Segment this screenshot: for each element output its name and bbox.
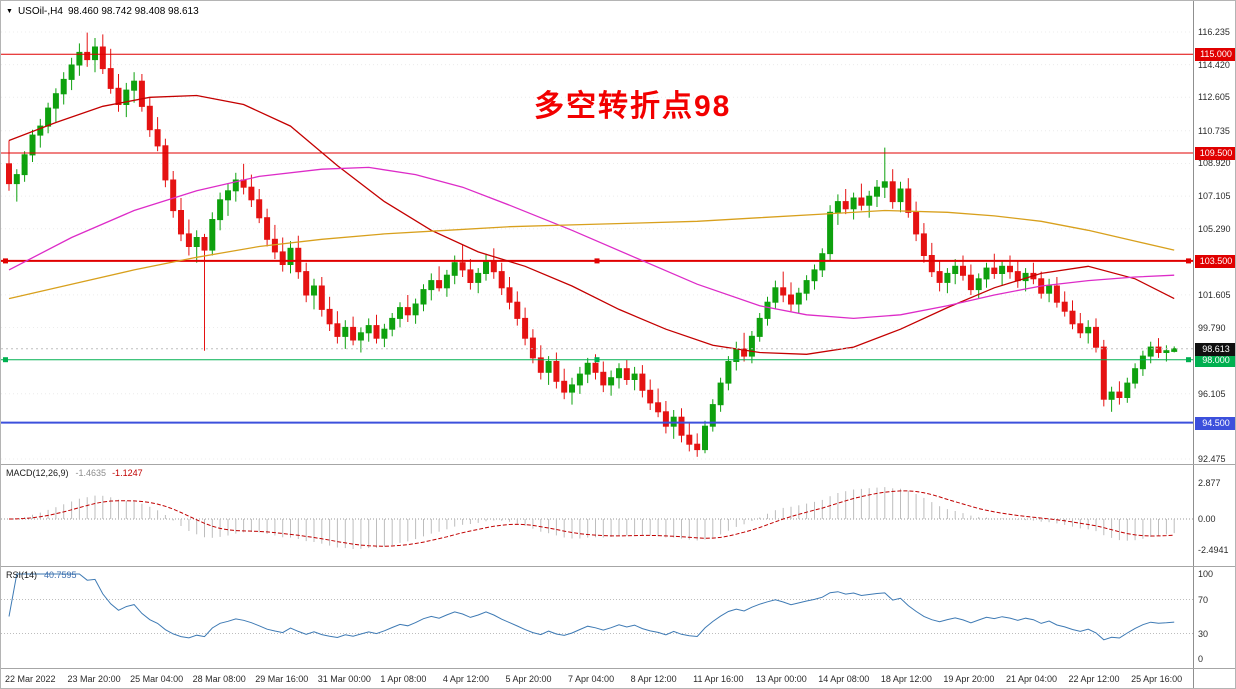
current-price-badge: 98.613 [1195, 342, 1235, 356]
ma-mid-line [8, 166, 1175, 320]
rsi-scale-label: 100 [1198, 569, 1214, 579]
level-price-badge: 103.500 [1195, 254, 1235, 268]
time-label: 31 Mar 00:00 [317, 674, 371, 684]
rsi-scale-label: 0 [1198, 654, 1204, 664]
rsi-scale-label: 70 [1198, 594, 1209, 605]
time-label: 22 Apr 12:00 [1068, 674, 1120, 684]
time-label: 5 Apr 20:00 [505, 674, 552, 684]
level-handle[interactable] [1186, 258, 1191, 264]
price-tick-label: 108.920 [1198, 158, 1231, 169]
ma-fast-line [8, 94, 1175, 355]
level-handle[interactable] [3, 357, 8, 363]
time-label: 7 Apr 04:00 [568, 674, 615, 684]
time-label: 28 Mar 08:00 [192, 674, 246, 684]
price-chart-canvas[interactable] [1, 1, 1193, 464]
price-tick-label: 110.735 [1198, 125, 1230, 136]
price-tick-label: 112.605 [1198, 92, 1230, 103]
macd-histogram [16, 487, 1175, 549]
panel-separator[interactable] [1, 566, 1235, 567]
time-label: 25 Apr 16:00 [1131, 674, 1183, 684]
rsi-name: RSI(14) [6, 570, 38, 580]
macd-scale-label: 2.877 [1198, 478, 1221, 489]
rsi-panel-canvas[interactable] [1, 566, 1193, 668]
ohlc-readout: 98.460 98.742 98.408 98.613 [67, 6, 199, 17]
time-label: 8 Apr 12:00 [630, 674, 677, 684]
rsi-scale-label: 30 [1198, 628, 1209, 639]
macd-scale-label: -2.4941 [1198, 545, 1229, 556]
price-tick-label: 107.105 [1198, 191, 1231, 202]
level-handle[interactable] [3, 258, 8, 264]
time-axis[interactable]: 22 Mar 2022 23 Mar 20:00 25 Mar 04:00 28 Ma… [1, 668, 1193, 688]
time-label: 4 Apr 12:00 [442, 674, 489, 684]
macd-main-value: -1.4635 [75, 468, 107, 478]
time-label: 1 Apr 08:00 [380, 674, 427, 684]
panel-separator[interactable] [1, 464, 1235, 465]
chart-expand-icon[interactable]: ▼ [6, 8, 13, 15]
chart-annotation-text[interactable]: 多空转折点98 [534, 90, 732, 123]
time-label: 22 Mar 2022 [5, 674, 56, 684]
time-label: 13 Apr 00:00 [755, 674, 807, 684]
panel-separator [1, 668, 1235, 669]
rsi-value: 40.7595 [44, 570, 77, 580]
time-label: 11 Apr 16:00 [693, 674, 744, 684]
price-scale[interactable]: 116.235 114.420 112.605 110.735 108.920 107.1… [1193, 1, 1235, 688]
time-label: 23 Mar 20:00 [67, 674, 121, 684]
price-tick-label: 116.235 [1198, 27, 1230, 37]
macd-signal-value: -1.1247 [112, 468, 143, 478]
time-label: 21 Apr 04:00 [1005, 674, 1057, 684]
level-handle[interactable] [1186, 357, 1191, 363]
level-price-badge: 94.500 [1195, 416, 1235, 430]
time-label: 14 Apr 08:00 [818, 674, 870, 684]
rsi-line [8, 573, 1175, 641]
macd-indicator-label: MACD(12,26,9) -1.4635 -1.1247 [6, 468, 143, 478]
macd-panel-canvas[interactable] [1, 464, 1193, 566]
price-tick-label: 96.105 [1198, 388, 1226, 399]
time-label: 29 Mar 16:00 [255, 674, 309, 684]
symbol-info-bar: ▼ USOil-,H4 98.460 98.742 98.408 98.613 [6, 6, 199, 17]
ma-slow-line [8, 209, 1175, 300]
level-price-badge: 109.500 [1195, 147, 1235, 161]
symbol-timeframe-label: USOil-,H4 [17, 6, 63, 17]
level-handle[interactable] [594, 258, 600, 264]
level-price-badge: 115.000 [1195, 48, 1235, 62]
level-handle[interactable] [594, 357, 600, 363]
time-label: 19 Apr 20:00 [943, 674, 995, 684]
level-price-badge: 98.000 [1195, 353, 1235, 367]
price-tick-label: 99.790 [1198, 322, 1226, 333]
price-tick-label: 105.290 [1198, 223, 1231, 234]
macd-signal-line [8, 490, 1175, 547]
time-label: 25 Mar 04:00 [130, 674, 184, 684]
macd-name: MACD(12,26,9) [6, 468, 69, 478]
price-tick-label: 101.605 [1198, 289, 1231, 300]
macd-scale-label: 0.00 [1198, 514, 1216, 524]
time-label: 18 Apr 12:00 [880, 674, 932, 684]
rsi-indicator-label: RSI(14) 40.7595 [6, 570, 77, 580]
candles-series [6, 32, 1178, 457]
price-tick-label: 92.475 [1198, 454, 1226, 464]
price-tick-label: 114.420 [1198, 59, 1230, 70]
